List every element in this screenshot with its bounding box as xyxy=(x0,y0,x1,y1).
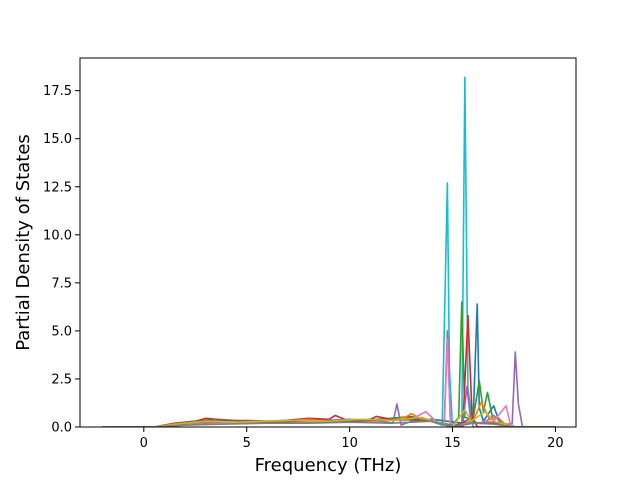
pdos-series-line-3 xyxy=(101,301,557,427)
pdos-series-line-10 xyxy=(101,420,557,427)
x-axis-title: Frequency (THz) xyxy=(255,455,402,476)
pdos-series-line-1 xyxy=(101,76,557,427)
y-tick-label: 5.0 xyxy=(51,324,72,339)
y-tick-label: 0.0 xyxy=(51,421,72,436)
y-tick-label: 2.5 xyxy=(51,372,72,387)
pdos-series-line-4 xyxy=(101,314,557,427)
x-axis-ticks: 0 5 10 15 20 xyxy=(140,427,564,451)
y-tick-label: 17.5 xyxy=(43,84,72,99)
y-axis-ticks: 0.0 2.5 5.0 7.5 10.0 12.5 15.0 17.5 xyxy=(43,84,80,436)
pdos-series-line-9 xyxy=(101,408,557,427)
x-tick-label: 15 xyxy=(444,436,461,451)
y-tick-label: 7.5 xyxy=(51,276,72,291)
y-tick-label: 15.0 xyxy=(43,132,72,147)
pdos-series-line-2 xyxy=(101,303,557,427)
x-tick-label: 0 xyxy=(140,436,148,451)
y-tick-label: 12.5 xyxy=(43,180,72,195)
y-axis-title: Partial Density of States xyxy=(13,134,34,351)
pdos-series-line-6 xyxy=(101,330,557,427)
plot-frame xyxy=(79,57,577,428)
series-layer xyxy=(101,76,557,427)
x-tick-label: 20 xyxy=(547,436,564,451)
y-tick-label: 10.0 xyxy=(43,228,72,243)
x-tick-label: 5 xyxy=(243,436,251,451)
x-tick-label: 10 xyxy=(341,436,358,451)
